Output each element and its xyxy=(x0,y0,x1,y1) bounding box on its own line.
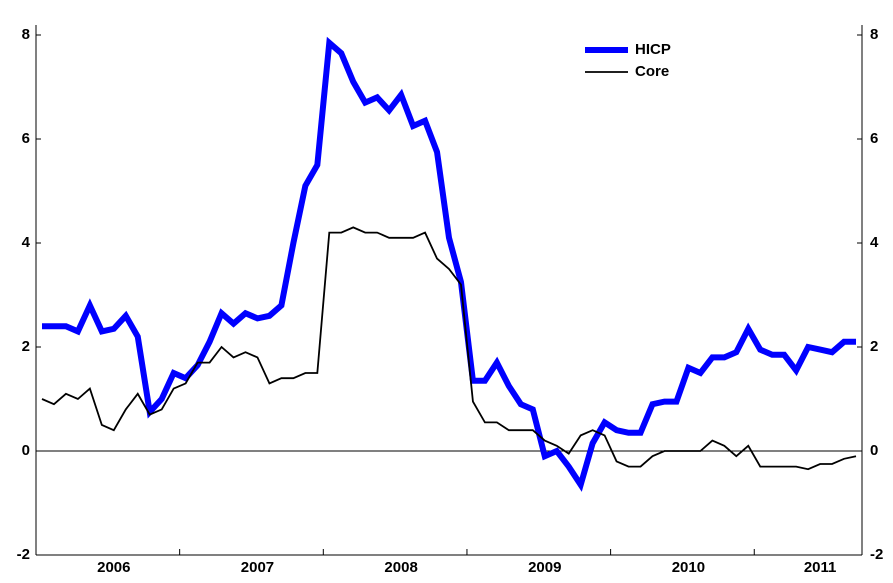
x-tick-label: 2008 xyxy=(384,559,417,576)
legend-label: Core xyxy=(635,63,669,80)
y2-tick-label: 6 xyxy=(870,130,878,147)
y-tick-label: 8 xyxy=(22,26,30,43)
series-line xyxy=(41,36,857,492)
series-line xyxy=(41,226,857,471)
y-tick-label: 4 xyxy=(22,234,31,251)
y2-tick-label: 8 xyxy=(870,26,878,43)
y2-tick-label: 2 xyxy=(870,338,878,355)
x-tick-label: 2006 xyxy=(97,559,130,576)
y2-tick-label: -2 xyxy=(870,546,883,563)
x-tick-label: 2007 xyxy=(241,559,274,576)
y-tick-label: 6 xyxy=(22,130,30,147)
x-tick-label: 2009 xyxy=(528,559,561,576)
x-tick-label: 2010 xyxy=(672,559,705,576)
x-tick-label: 2011 xyxy=(804,559,837,576)
y2-tick-label: 0 xyxy=(870,442,878,459)
y-tick-label: 0 xyxy=(22,442,30,459)
legend-label: HICP xyxy=(635,41,671,58)
y-tick-label: -2 xyxy=(17,546,30,563)
y-tick-label: 2 xyxy=(22,338,30,355)
y2-tick-label: 4 xyxy=(870,234,879,251)
